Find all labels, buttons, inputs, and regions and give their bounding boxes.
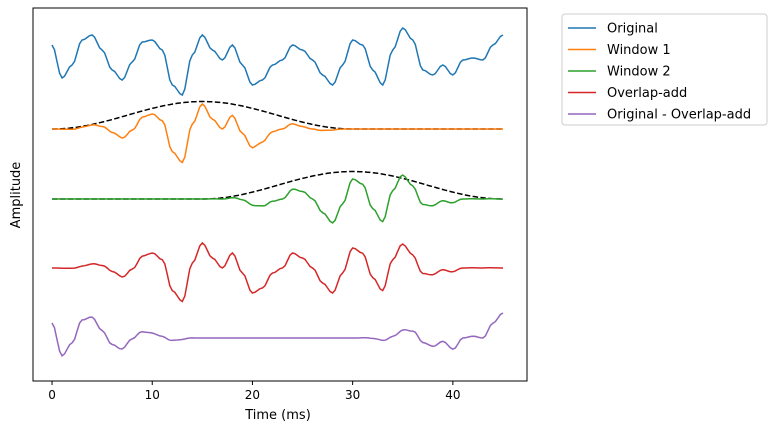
- series-original-minus-overlap-add: [51, 312, 504, 357]
- x-axis-label: Time (ms): [244, 408, 311, 423]
- legend-label: Original - Overlap-add: [607, 108, 751, 123]
- series-window-2: [52, 174, 503, 224]
- legend-label: Original: [607, 22, 658, 37]
- y-axis-label: Amplitude: [9, 162, 24, 229]
- legend-label: Window 1: [607, 43, 671, 58]
- series-window-1: [52, 102, 503, 164]
- legend-label: Overlap-add: [607, 86, 687, 101]
- x-tick-label: 20: [245, 388, 260, 402]
- x-axis: 0 10 20 30 40: [48, 381, 460, 402]
- x-tick-label: 10: [145, 388, 160, 402]
- axes-frame: [32, 7, 528, 382]
- x-tick-label: 0: [48, 388, 56, 402]
- window-1-envelope: [52, 100, 503, 130]
- window-2-envelope: [52, 170, 503, 200]
- legend-label: Window 2: [607, 65, 671, 80]
- series-overlap-add: [52, 241, 503, 303]
- x-tick-label: 30: [345, 388, 360, 402]
- legend-box: [561, 13, 768, 126]
- series-original: [51, 26, 504, 97]
- x-tick-label: 40: [445, 388, 460, 402]
- plot-area: [51, 26, 504, 357]
- legend: Original Window 1 Window 2 Overlap-add Origi…: [561, 13, 768, 126]
